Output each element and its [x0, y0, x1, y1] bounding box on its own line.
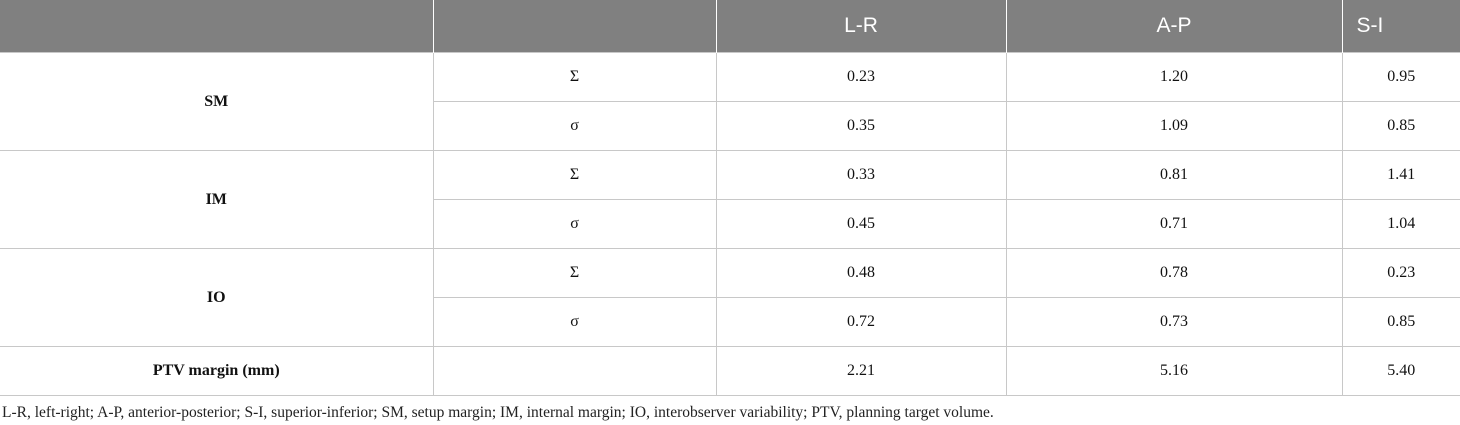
- header-cell: [433, 0, 717, 53]
- cell: 0.48: [715, 248, 1007, 298]
- header-row: L-R A-P S-I: [0, 0, 1460, 53]
- group-label: SM: [0, 52, 434, 151]
- header-cell: L-R: [716, 0, 1007, 53]
- cell: 0.73: [1005, 297, 1343, 347]
- cell: 0.85: [1341, 297, 1460, 347]
- cell: σ: [433, 199, 717, 249]
- cell: 0.81: [1005, 150, 1343, 200]
- cell: 0.35: [715, 101, 1007, 151]
- header-cell: A-P: [1006, 0, 1343, 53]
- cell: 0.23: [715, 52, 1007, 102]
- table-row: SM Σ 0.23 1.20 0.95: [0, 52, 1460, 151]
- cell: 0.45: [715, 199, 1007, 249]
- cell: 0.72: [715, 297, 1007, 347]
- cell: Σ: [432, 52, 717, 102]
- table-row: PTV margin (mm) 2.21 5.16 5.40: [0, 346, 1460, 396]
- total-label: PTV margin (mm): [0, 346, 434, 396]
- cell: Σ: [432, 150, 717, 200]
- cell: 1.41: [1341, 150, 1460, 200]
- cell: 1.04: [1341, 199, 1460, 249]
- table-row: IO Σ 0.48 0.78 0.23: [0, 248, 1460, 347]
- cell: 5.16: [1005, 346, 1343, 396]
- cell: 0.71: [1005, 199, 1343, 249]
- group-label: IO: [0, 248, 434, 347]
- footnote: L-R, left-right; A-P, anterior-posterior…: [2, 404, 994, 421]
- table-body: SM Σ 0.23 1.20 0.95 σ 0.35 1.09 0.85 IM Σ 0.33 0.81 1…: [0, 52, 1460, 396]
- cell: 0.23: [1341, 248, 1460, 298]
- cell: σ: [433, 101, 717, 151]
- header-cell: S-I: [1342, 0, 1460, 53]
- cell: 5.40: [1341, 346, 1460, 396]
- data-table: L-R A-P S-I SM Σ 0.23 1.20 0.95 σ 0.35 1.09 0.85 IM…: [0, 0, 1460, 396]
- cell: 0.33: [715, 150, 1007, 200]
- cell: 0.78: [1005, 248, 1343, 298]
- cell: 1.20: [1005, 52, 1343, 102]
- cell: 0.85: [1341, 101, 1460, 151]
- table-row: IM Σ 0.33 0.81 1.41: [0, 150, 1460, 249]
- cell: 2.21: [715, 346, 1007, 396]
- header-cell: [0, 0, 434, 53]
- group-label: IM: [0, 150, 434, 249]
- cell: Σ: [432, 248, 717, 298]
- cell: σ: [433, 297, 717, 347]
- cell: 0.95: [1341, 52, 1460, 102]
- cell: [432, 346, 717, 396]
- cell: 1.09: [1005, 101, 1343, 151]
